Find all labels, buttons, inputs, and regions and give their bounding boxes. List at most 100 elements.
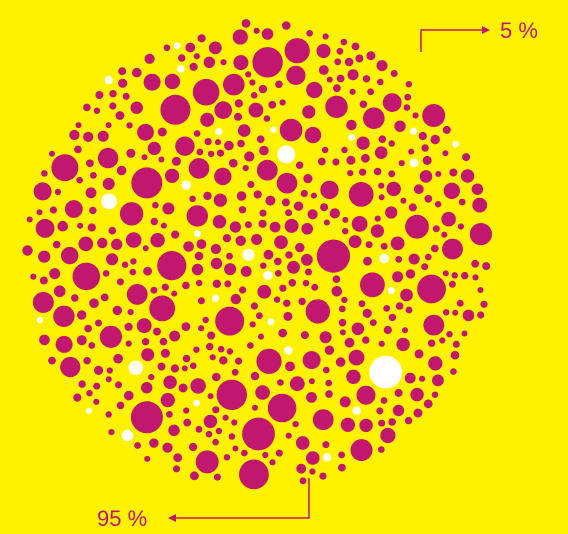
dot: [344, 337, 355, 348]
dot: [432, 225, 440, 233]
dot: [442, 270, 449, 277]
dot: [129, 268, 137, 276]
dot: [22, 245, 33, 256]
dot: [116, 401, 125, 410]
dot: [157, 251, 187, 281]
dot: [274, 257, 282, 266]
dot: [326, 76, 333, 83]
dot: [402, 327, 408, 334]
dot: [471, 259, 480, 268]
dot: [51, 154, 79, 182]
dot: [130, 101, 143, 114]
dot: [279, 118, 303, 142]
dot: [461, 271, 469, 280]
dot: [256, 135, 265, 143]
dot: [222, 414, 229, 421]
dot: [189, 62, 198, 71]
dot: [311, 283, 319, 291]
dot: [449, 168, 458, 177]
dot: [182, 354, 191, 363]
dot: [359, 100, 368, 108]
dot: [351, 216, 368, 232]
dot: [279, 99, 286, 106]
dot: [183, 241, 194, 252]
dot: [193, 399, 200, 407]
dot: [71, 294, 79, 302]
dot: [86, 159, 94, 168]
dot: [446, 331, 453, 338]
dot: [207, 150, 215, 158]
dot: [39, 276, 48, 285]
dot: [49, 268, 61, 280]
dot: [324, 345, 335, 355]
dot: [441, 231, 448, 238]
dot: [130, 258, 137, 265]
dot: [321, 146, 329, 154]
dot: [403, 104, 411, 111]
dot: [214, 101, 232, 119]
dot: [359, 418, 373, 433]
dot: [150, 233, 165, 248]
dot: [178, 54, 186, 62]
dot: [362, 336, 370, 344]
dot: [168, 424, 180, 436]
dot: [229, 221, 241, 233]
dot: [235, 235, 246, 246]
dot: [341, 296, 348, 304]
dot: [405, 306, 413, 314]
dot: [160, 348, 170, 358]
dot: [191, 263, 204, 276]
dot: [105, 411, 112, 418]
dot: [450, 350, 460, 360]
dot: [109, 102, 117, 110]
dot: [102, 270, 110, 277]
dot: [113, 353, 123, 364]
dot: [242, 165, 249, 172]
dot: [261, 28, 274, 40]
dot: [217, 345, 225, 353]
dot: [228, 433, 236, 440]
dot: [83, 103, 91, 112]
dot: [149, 295, 176, 322]
dot: [195, 450, 219, 474]
dot: [97, 130, 109, 142]
dot: [378, 340, 385, 347]
dot: [422, 155, 432, 165]
dot: [298, 297, 306, 306]
dot: [458, 198, 466, 206]
dot: [249, 321, 256, 328]
dot: [211, 294, 220, 302]
dot: [369, 355, 403, 389]
dot: [126, 148, 136, 158]
dot: [196, 239, 207, 250]
dot: [380, 427, 396, 444]
dot: [309, 468, 316, 475]
dot: [207, 393, 214, 400]
dot: [356, 136, 370, 150]
dot: [158, 156, 165, 163]
dot: [255, 385, 270, 400]
dot: [395, 256, 403, 263]
dot: [385, 206, 398, 219]
dot: [33, 182, 52, 201]
dot: [216, 379, 247, 410]
arrow: [420, 29, 484, 52]
dot: [240, 266, 252, 277]
dot: [169, 330, 181, 342]
dot: [99, 325, 122, 348]
dot: [124, 390, 134, 401]
dot: [36, 316, 44, 324]
dot: [256, 348, 282, 374]
dot: [171, 156, 181, 166]
dot: [296, 463, 307, 474]
dot: [93, 398, 100, 405]
dot: [376, 407, 384, 415]
dot: [26, 216, 33, 223]
dot: [165, 168, 180, 183]
dot: [267, 393, 297, 423]
dot: [388, 313, 397, 322]
dot: [204, 138, 212, 146]
dot: [106, 253, 119, 266]
dot: [422, 104, 446, 127]
dot: [472, 197, 488, 213]
